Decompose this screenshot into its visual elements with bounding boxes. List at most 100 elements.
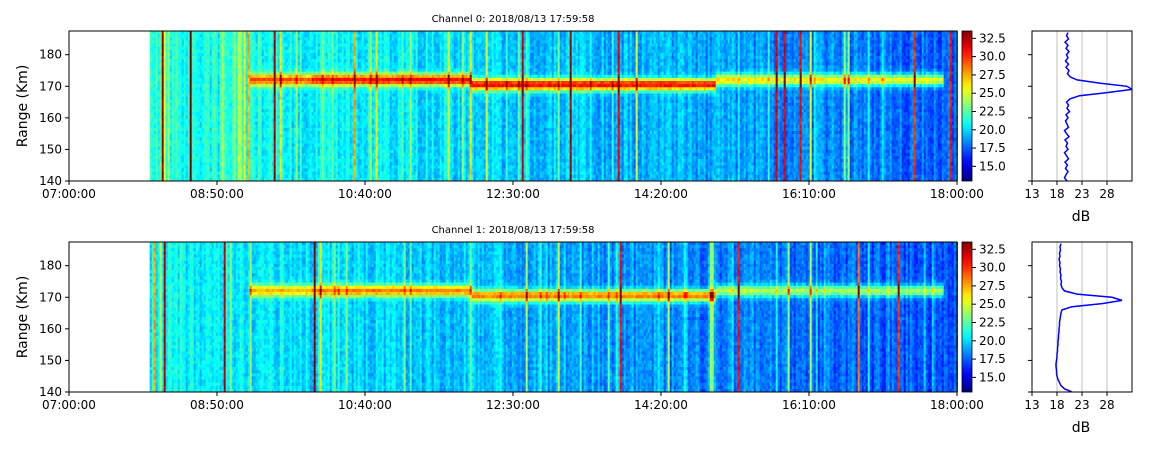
heatmap-cell xyxy=(339,124,342,129)
heatmap-cell xyxy=(187,40,190,44)
heatmap-cell xyxy=(169,68,172,72)
heatmap-cell xyxy=(297,102,300,107)
heatmap-cell xyxy=(343,62,346,66)
heatmap-cell xyxy=(201,152,204,157)
heatmap-cell xyxy=(275,84,278,88)
heatmap-cell xyxy=(213,137,216,141)
heatmap-cell xyxy=(223,74,226,79)
heatmap-cell xyxy=(197,159,200,163)
heatmap-cell xyxy=(269,159,272,163)
heatmap-cell xyxy=(317,102,320,107)
heatmap-cell xyxy=(325,37,328,41)
heatmap-cell xyxy=(169,87,172,91)
heatmap-cell xyxy=(333,52,336,57)
heatmap-cell xyxy=(205,74,208,79)
heatmap-cell xyxy=(353,149,356,154)
heatmap-cell xyxy=(261,74,264,79)
heatmap-cell xyxy=(245,34,248,38)
heatmap-cell xyxy=(237,65,240,69)
heatmap-cell xyxy=(161,59,164,63)
heatmap-cell xyxy=(193,71,196,76)
heatmap-cell xyxy=(277,174,280,179)
heatmap-cell xyxy=(195,59,198,63)
heatmap-cell xyxy=(235,56,238,60)
heatmap-cell xyxy=(251,109,254,113)
heatmap-cell xyxy=(257,52,260,57)
heatmap-cell xyxy=(305,71,308,76)
heatmap-cell xyxy=(263,174,266,179)
heatmap-cell xyxy=(155,159,158,163)
heatmap-cell xyxy=(337,90,340,94)
heatmap-cell xyxy=(229,62,232,66)
heatmap-cell xyxy=(195,152,198,157)
heatmap-cell xyxy=(267,40,270,44)
heatmap-cell xyxy=(173,115,176,119)
heatmap-cell xyxy=(283,102,286,107)
heatmap-cell xyxy=(331,127,334,132)
heatmap-cell xyxy=(183,112,186,116)
heatmap-cell xyxy=(253,43,256,47)
heatmap-cell xyxy=(289,56,292,60)
heatmap-cell xyxy=(267,81,270,85)
heatmap-cell xyxy=(259,74,262,79)
heatmap-cell xyxy=(279,162,282,166)
heatmap-cell xyxy=(165,31,168,35)
heatmap-cell xyxy=(307,127,310,132)
heatmap-cell xyxy=(309,46,312,51)
heatmap-cell xyxy=(227,81,230,85)
heatmap-cell xyxy=(301,52,304,57)
heatmap-cell xyxy=(323,62,326,66)
heatmap-cell xyxy=(153,140,156,144)
heatmap-cell xyxy=(195,40,198,44)
heatmap-cell xyxy=(297,49,300,54)
heatmap-cell xyxy=(303,65,306,69)
heatmap-cell xyxy=(163,137,166,141)
heatmap-cell xyxy=(347,112,350,116)
heatmap-cell xyxy=(329,40,332,44)
heatmap-cell xyxy=(187,162,190,166)
heatmap-cell xyxy=(329,146,332,151)
heatmap-cell xyxy=(321,146,324,151)
heatmap-cell xyxy=(293,156,296,160)
heatmap-cell xyxy=(347,56,350,60)
heatmap-cell xyxy=(279,109,282,113)
heatmap-cell xyxy=(347,74,350,79)
heatmap-cell xyxy=(241,115,244,119)
heatmap-cell xyxy=(249,162,252,166)
heatmap-cell xyxy=(353,56,356,60)
heatmap-cell xyxy=(215,115,218,119)
heatmap-cell xyxy=(313,118,316,122)
heatmap-cell xyxy=(165,121,168,126)
heatmap-cell xyxy=(217,121,220,126)
heatmap-cell xyxy=(271,165,274,169)
heatmap-cell xyxy=(213,96,216,101)
heatmap-cell xyxy=(225,171,228,176)
heatmap-cell xyxy=(321,71,324,76)
heatmap-cell xyxy=(335,146,338,151)
heatmap-cell xyxy=(277,40,280,44)
heatmap-cell xyxy=(221,171,224,176)
heatmap-cell xyxy=(247,34,250,38)
heatmap-cell xyxy=(335,93,338,97)
heatmap-cell xyxy=(211,74,214,79)
heatmap-cell xyxy=(303,146,306,151)
heatmap-cell xyxy=(297,162,300,166)
heatmap-cell xyxy=(213,59,216,63)
heatmap-cell xyxy=(291,74,294,79)
heatmap-cell xyxy=(263,131,266,135)
heatmap-cell xyxy=(171,137,174,141)
heatmap-cell xyxy=(263,84,266,88)
heatmap-cell xyxy=(187,134,190,138)
heatmap-cell xyxy=(155,156,158,160)
heatmap-cell xyxy=(355,43,358,47)
heatmap-cell xyxy=(235,87,238,91)
heatmap-cell xyxy=(343,40,346,44)
heatmap-cell xyxy=(233,131,236,135)
heatmap-cell xyxy=(171,46,174,51)
heatmap-cell xyxy=(259,81,262,85)
heatmap-cell xyxy=(149,124,152,129)
heatmap-cell xyxy=(203,112,206,116)
heatmap-cell xyxy=(197,171,200,176)
heatmap-cell xyxy=(303,59,306,63)
heatmap-cell xyxy=(275,146,278,151)
